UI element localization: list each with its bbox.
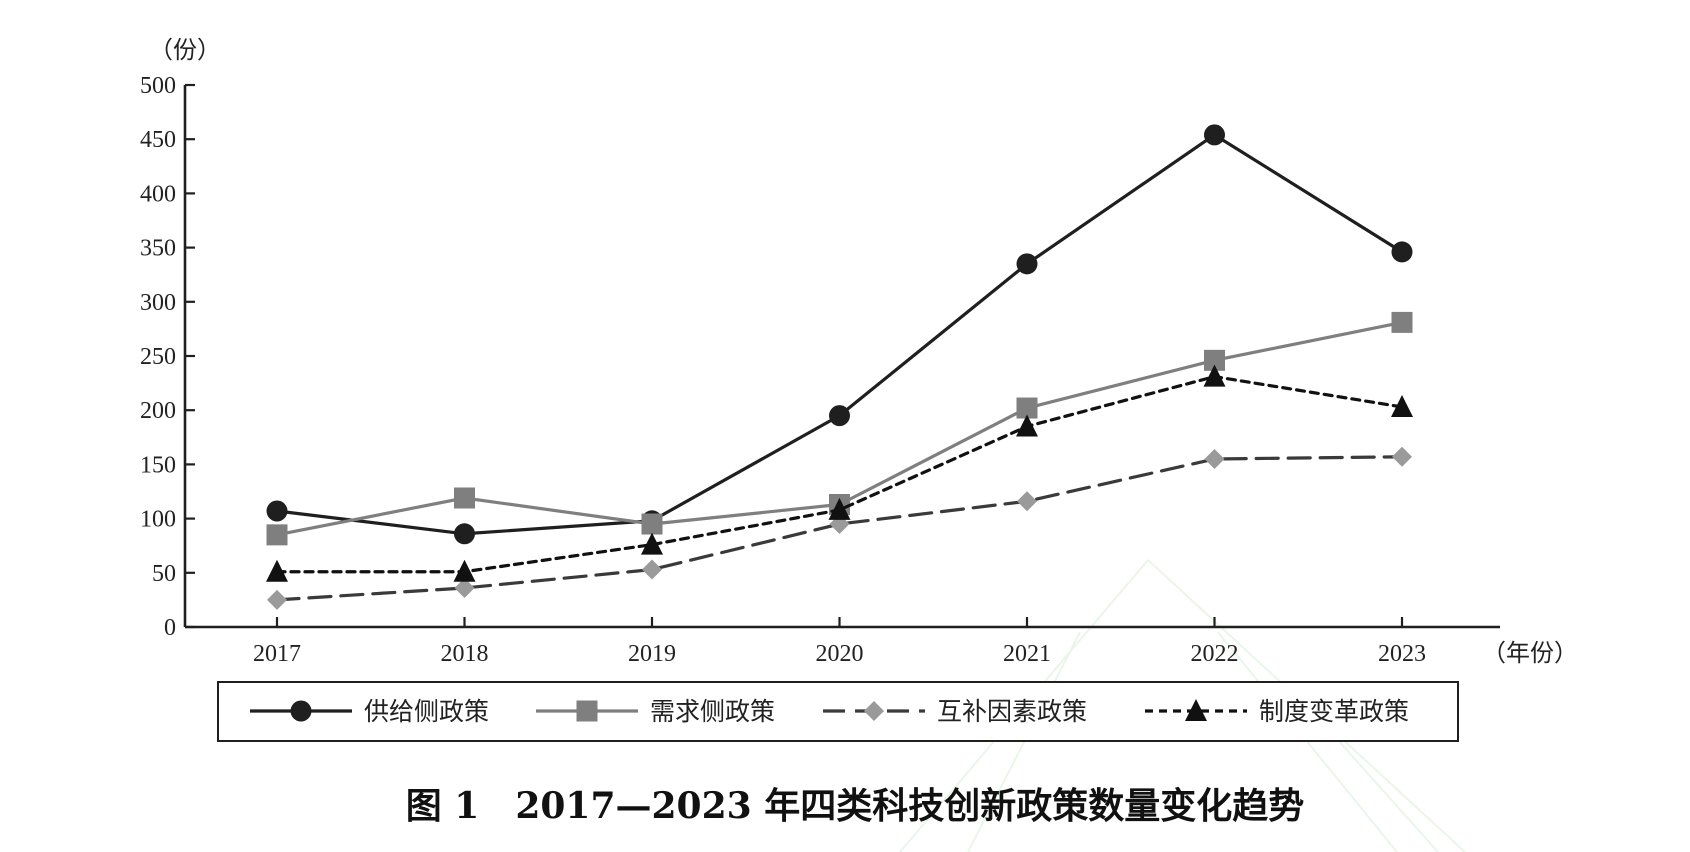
x-tick-label-3: 2020 [816,641,864,667]
legend-marker-1 [576,700,598,722]
legend-item-0: 供给侧政策 [250,697,489,726]
series-line-0 [275,133,1404,536]
series-2 [267,446,1412,610]
legend-marker-3 [1185,699,1207,721]
series-0-point-3 [829,405,850,427]
series-3 [266,364,1413,582]
y-tick-label-0: 0 [164,615,176,641]
series-2-point-1 [454,577,475,598]
x-tick-label-4: 2021 [1003,641,1051,667]
y-tick-label-6: 300 [140,290,176,316]
series-3-point-5 [1203,364,1226,387]
series-3-point-0 [266,559,288,582]
series-1-point-6 [1391,311,1413,333]
y-tick-label-8: 400 [140,181,176,207]
legend-label-2: 互补因素政策 [937,697,1087,726]
x-axis-unit-label: （年份） [1482,639,1578,667]
series-3-point-1 [453,559,476,582]
legend-marker-0 [290,700,312,722]
x-tick-label-0: 2017 [253,641,301,667]
y-tick-label-9: 450 [140,127,176,153]
series-3-point-3 [828,497,851,520]
y-tick-label-5: 250 [140,344,176,370]
y-axis-unit-label: （份） [149,36,221,64]
x-tick-label-2: 2019 [628,641,676,667]
legend-marker-2 [864,701,884,721]
series-1-point-5 [1204,349,1225,371]
series-1-point-0 [266,524,288,546]
series-1-point-4 [1016,397,1038,419]
y-tick-label-2: 100 [140,507,176,533]
series-1-point-1 [454,487,475,509]
series-2-point-4 [1017,491,1037,512]
legend-label-3: 制度变革政策 [1259,697,1409,726]
series-2-point-5 [1204,448,1225,469]
legend-label-1: 需求侧政策 [650,697,775,726]
legend: 供给侧政策 需求侧政策 互补因素政策 制度变革政策 [217,681,1459,742]
y-tick-label-4: 200 [140,398,176,424]
series-0-point-1 [454,523,475,545]
x-tick-label-6: 2023 [1378,641,1426,667]
series-2-point-6 [1392,446,1412,467]
y-tick-label-10: 500 [140,73,176,99]
series-0-point-6 [1391,241,1413,263]
series-2-point-0 [267,589,287,610]
series-0 [266,124,1413,545]
x-tick-label-5: 2022 [1191,641,1239,667]
series-3-point-4 [1016,414,1038,437]
series-0-point-5 [1204,124,1225,146]
series-3-point-2 [641,532,663,555]
legend-label-0: 供给侧政策 [364,697,489,726]
legend-item-2: 互补因素政策 [823,697,1087,726]
y-tick-label-1: 50 [152,561,176,587]
series-1-point-2 [641,513,663,535]
x-tick-label-1: 2018 [441,641,489,667]
plot-area: 0 50 100 150 200 250 300 350 400 450 500 2017 2018 20… [140,36,1578,667]
y-tick-label-7: 350 [140,236,176,262]
legend-item-3: 制度变革政策 [1145,697,1409,726]
figure-caption: 图 1 2017—2023 年四类科技创新政策数量变化趋势 [406,785,1305,827]
series-0-point-4 [1016,253,1038,275]
series-3-point-6 [1391,394,1413,417]
y-tick-label-3: 150 [140,452,176,478]
series-2-point-2 [642,559,662,580]
legend-item-1: 需求侧政策 [536,697,775,726]
series-0-point-0 [266,500,288,522]
